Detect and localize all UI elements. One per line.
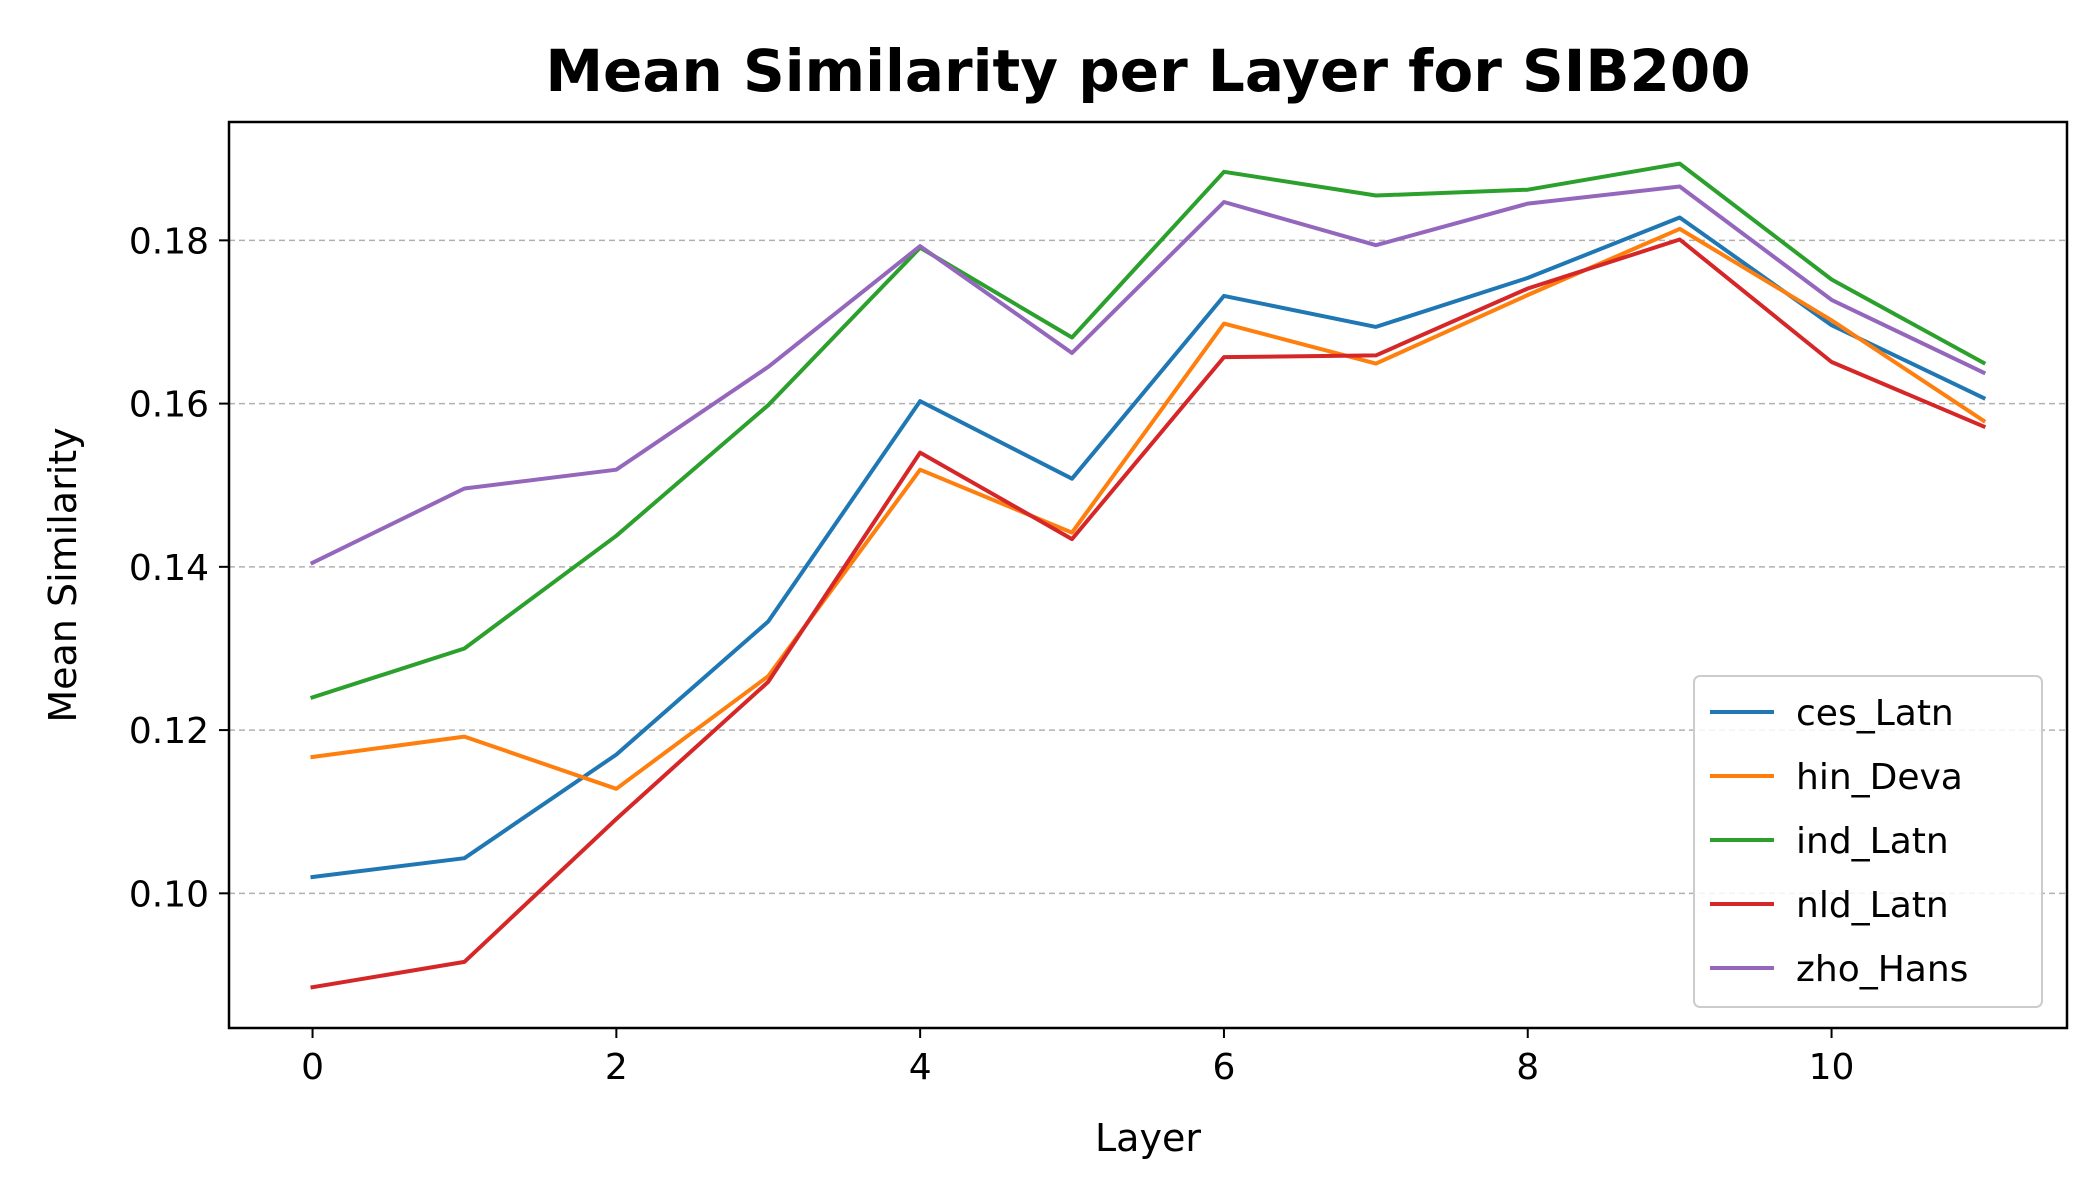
y-axis-ticks: 0.10 0.12 0.14 0.16 0.18 (129, 221, 229, 915)
series-line-zho_Hans (309, 184, 1987, 566)
legend-label: zho_Hans (1796, 949, 1968, 990)
series-line-nld_Latn (310, 237, 1987, 990)
y-axis-label: Mean Similarity (41, 427, 85, 722)
x-axis-ticks: 0 2 4 6 8 10 (301, 1028, 1854, 1088)
legend: ces_Latn hin_Deva ind_Latn nld_Latn zho_Hans (1693, 675, 2043, 1008)
x-tick-label: 2 (605, 1047, 628, 1088)
series-line-ces_Latn (310, 215, 1987, 880)
x-tick-label: 4 (909, 1047, 932, 1088)
legend-label: ind_Latn (1796, 821, 1949, 862)
series-line-ind_Latn (309, 161, 1987, 700)
series-lines (309, 161, 1987, 990)
y-tick-label: 0.14 (129, 548, 209, 589)
x-tick-label: 6 (1212, 1047, 1235, 1088)
chart-title: Mean Similarity per Layer for SIB200 (545, 37, 1750, 105)
legend-label: hin_Deva (1796, 757, 1963, 798)
plot-area-frame (227, 120, 2069, 1030)
x-tick-label: 8 (1516, 1047, 1539, 1088)
x-tick-label: 10 (1809, 1047, 1855, 1088)
legend-box (1693, 675, 2043, 1008)
legend-label: nld_Latn (1796, 885, 1949, 926)
y-tick-label: 0.10 (129, 874, 209, 915)
x-tick-label: 0 (301, 1047, 324, 1088)
y-tick-label: 0.18 (129, 221, 209, 262)
y-tick-label: 0.12 (129, 711, 209, 752)
series-line-hin_Deva (310, 226, 1987, 791)
x-axis-label: Layer (1095, 1116, 1201, 1160)
y-tick-label: 0.16 (129, 385, 209, 426)
legend-label: ces_Latn (1796, 693, 1954, 734)
